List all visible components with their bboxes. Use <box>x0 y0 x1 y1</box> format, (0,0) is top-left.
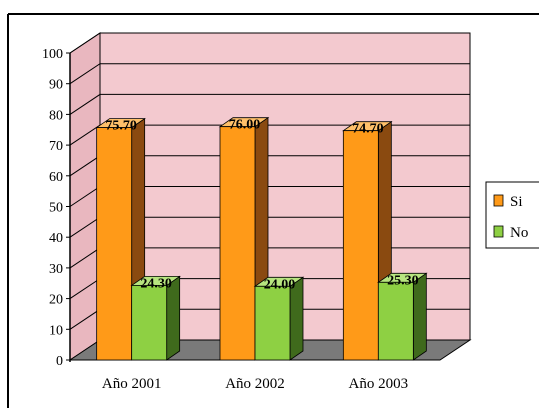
y-tick-label: 90 <box>49 78 63 93</box>
x-tick-label: Año 2003 <box>349 376 409 392</box>
bar-group <box>95 116 428 361</box>
data-label-no: 25.30 <box>387 273 419 288</box>
bar-no <box>254 285 291 361</box>
x-tick-label: Año 2002 <box>225 376 285 392</box>
gridline <box>69 32 470 54</box>
bar-si <box>342 130 379 361</box>
y-tick-label: 100 <box>42 47 63 62</box>
data-label-si: 74.70 <box>352 122 384 137</box>
bar-si <box>96 127 133 361</box>
legend-swatch-si <box>493 194 504 207</box>
data-label-si: 76.00 <box>229 118 261 133</box>
legend: Si No <box>485 181 539 249</box>
data-label-no: 24.00 <box>264 277 296 292</box>
x-axis-labels: Año 2001 Año 2002 Año 2003 <box>102 376 408 392</box>
y-tick-label: 50 <box>49 201 63 216</box>
x-tick-label: Año 2001 <box>102 376 162 392</box>
y-tick-label: 30 <box>49 262 63 277</box>
data-label-no: 24.30 <box>140 276 172 291</box>
y-axis: 0 10 20 30 40 50 60 70 80 90 100 <box>42 47 71 369</box>
gridline <box>69 63 470 85</box>
y-tick-label: 60 <box>49 170 63 185</box>
bar-no <box>131 284 168 361</box>
bar-si <box>219 126 256 361</box>
bar-no <box>377 281 414 361</box>
data-labels: 75.70 24.30 76.00 24.00 74.70 25.30 <box>105 118 418 293</box>
gridline <box>69 93 470 115</box>
y-tick-label: 70 <box>49 139 63 154</box>
y-tick-label: 20 <box>49 293 63 308</box>
legend-label-si: Si <box>510 194 523 210</box>
data-label-si: 75.70 <box>105 119 137 134</box>
y-tick-label: 0 <box>56 354 63 369</box>
y-tick-label: 10 <box>49 323 63 338</box>
y-tick-label: 40 <box>49 231 63 246</box>
y-tick-label: 80 <box>49 108 63 123</box>
legend-swatch-no <box>493 225 504 238</box>
legend-label-no: No <box>510 225 528 241</box>
